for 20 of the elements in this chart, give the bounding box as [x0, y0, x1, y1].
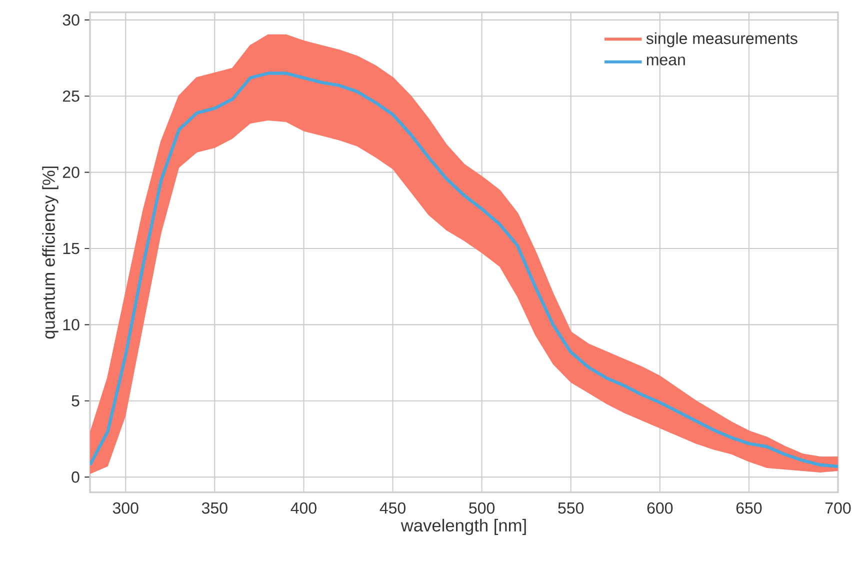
- y-tick-label: 10: [63, 319, 80, 330]
- x-tick-label: 300: [112, 502, 138, 514]
- x-tick-label: 650: [736, 502, 762, 514]
- y-tick-label: 0: [72, 471, 80, 483]
- y-axis-title: quantum efficiency [%]: [42, 166, 58, 339]
- x-tick-label: 500: [469, 502, 495, 514]
- x-tick-label: 600: [647, 502, 673, 514]
- y-tick-label: 15: [63, 242, 80, 254]
- x-tick-label: 400: [290, 502, 316, 514]
- legend-label: mean: [646, 56, 685, 66]
- y-tick-label: 30: [62, 14, 80, 26]
- x-tick-label: 450: [380, 502, 406, 514]
- legend-label: single measurements: [646, 32, 798, 48]
- x-tick-label: 550: [558, 502, 584, 514]
- x-tick-label: 700: [825, 502, 851, 514]
- x-tick-label: 350: [202, 502, 228, 514]
- y-tick-label: 25: [62, 90, 80, 102]
- x-axis-title: wavelength [nm]: [400, 518, 526, 536]
- y-tick-label: 5: [72, 395, 80, 406]
- y-tick-label: 20: [62, 166, 80, 178]
